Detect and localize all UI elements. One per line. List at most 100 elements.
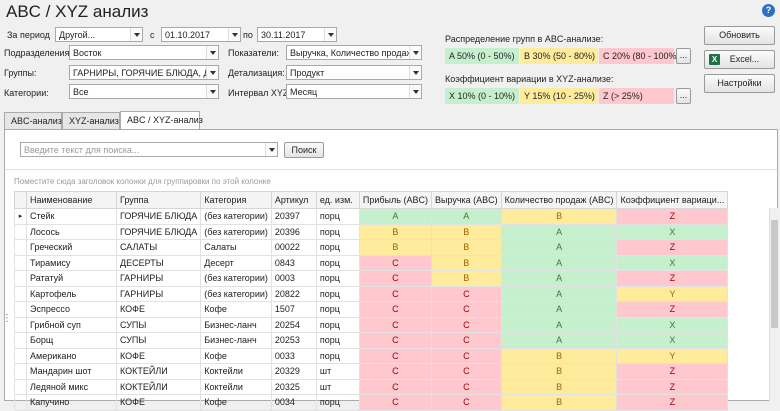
cell-name[interactable]: Рататуй xyxy=(26,270,117,287)
cell-profit-abc[interactable]: C xyxy=(358,378,432,395)
cell-category[interactable]: Коктейли xyxy=(200,363,272,380)
cell-group[interactable]: КОФЕ xyxy=(115,394,202,411)
cell-unit[interactable]: шт xyxy=(315,378,360,395)
cell-group[interactable]: САЛАТЫ xyxy=(115,239,202,256)
cell-name[interactable]: Греческий xyxy=(26,239,117,256)
cell-variation-xyz[interactable]: X xyxy=(616,332,729,349)
cell-sales-qty-abc[interactable]: A xyxy=(500,254,618,271)
cell-revenue-abc[interactable]: B xyxy=(430,270,502,287)
cell-group[interactable]: КОКТЕЙЛИ xyxy=(115,378,202,395)
cell-variation-xyz[interactable]: Z xyxy=(616,239,729,256)
cell-profit-abc[interactable]: C xyxy=(358,254,432,271)
cell-revenue-abc[interactable]: C xyxy=(430,347,502,364)
cell-revenue-abc[interactable]: C xyxy=(430,332,502,349)
cell-variation-xyz[interactable]: X xyxy=(616,254,729,271)
categories-select[interactable]: Все xyxy=(69,84,219,99)
cell-sales-qty-abc[interactable]: B xyxy=(500,347,618,364)
cell-variation-xyz[interactable]: X xyxy=(616,316,729,333)
cell-profit-abc[interactable]: C xyxy=(358,270,432,287)
row-selector[interactable] xyxy=(14,347,27,364)
xyz-group-x-chip[interactable]: X 10% (0 - 10%) xyxy=(445,88,519,104)
row-selector[interactable] xyxy=(14,223,27,240)
cell-article[interactable]: 0843 xyxy=(270,254,317,271)
table-row[interactable]: Американо КОФЕ Кофе 0033 порц C C B Y xyxy=(14,347,729,364)
cell-name[interactable]: Стейк xyxy=(26,208,117,225)
table-row[interactable]: Греческий САЛАТЫ Салаты 00022 порц B B A Z xyxy=(14,239,729,256)
cell-category[interactable]: Кофе xyxy=(200,347,272,364)
col-name[interactable]: Наименование xyxy=(26,191,117,209)
cell-article[interactable]: 0003 xyxy=(270,270,317,287)
table-row[interactable]: ▸ Стейк ГОРЯЧИЕ БЛЮДА (без категории) 20397 п… xyxy=(14,208,729,225)
tab-abc-xyz[interactable]: ABC / XYZ-анализ xyxy=(120,111,203,129)
period-select[interactable]: Другой... xyxy=(55,27,143,42)
cell-group[interactable]: ГАРНИРЫ xyxy=(115,285,202,302)
cell-name[interactable]: Ледяной микс xyxy=(26,378,117,395)
row-selector[interactable] xyxy=(14,301,27,318)
cell-variation-xyz[interactable]: Z xyxy=(616,208,729,225)
cell-sales-qty-abc[interactable]: B xyxy=(500,378,618,395)
cell-name[interactable]: Картофель xyxy=(26,285,117,302)
cell-variation-xyz[interactable]: Y xyxy=(616,347,729,364)
cell-name[interactable]: Лосось xyxy=(26,223,117,240)
cell-group[interactable]: СУПЫ xyxy=(115,316,202,333)
cell-category[interactable]: Коктейли xyxy=(200,378,272,395)
cell-category[interactable]: Кофе xyxy=(200,394,272,411)
table-row[interactable]: Ледяной микс КОКТЕЙЛИ Коктейли 20325 шт C C B Z xyxy=(14,378,729,395)
cell-revenue-abc[interactable]: C xyxy=(430,316,502,333)
cell-profit-abc[interactable]: C xyxy=(358,347,432,364)
date-to-picker[interactable]: 30.11.2017 xyxy=(257,27,337,42)
cell-revenue-abc[interactable]: C xyxy=(430,394,502,411)
cell-unit[interactable]: порц xyxy=(315,394,360,411)
cell-article[interactable]: 0034 xyxy=(270,394,317,411)
xyz-interval-select[interactable]: Месяц xyxy=(286,84,422,99)
cell-variation-xyz[interactable]: Z xyxy=(616,394,729,411)
cell-unit[interactable]: порц xyxy=(315,332,360,349)
cell-revenue-abc[interactable]: C xyxy=(430,378,502,395)
cell-profit-abc[interactable]: C xyxy=(358,301,432,318)
col-variation-xyz[interactable]: Коэффициент вариаци... xyxy=(616,191,729,209)
cell-profit-abc[interactable]: C xyxy=(358,363,432,380)
groups-select[interactable]: ГАРНИРЫ, ГОРЯЧИЕ БЛЮДА, ДЕ... xyxy=(69,65,219,80)
detail-select[interactable]: Продукт xyxy=(286,65,422,80)
cell-sales-qty-abc[interactable]: A xyxy=(500,239,618,256)
cell-profit-abc[interactable]: C xyxy=(358,332,432,349)
row-selector[interactable] xyxy=(14,332,27,349)
table-row[interactable]: Рататуй ГАРНИРЫ (без категории) 0003 порц C B A… xyxy=(14,270,729,287)
cell-revenue-abc[interactable]: C xyxy=(430,285,502,302)
table-row[interactable]: Эспрессо КОФЕ Кофе 1507 порц C C A Z xyxy=(14,301,729,318)
cell-group[interactable]: КОКТЕЙЛИ xyxy=(115,363,202,380)
cell-profit-abc[interactable]: C xyxy=(358,316,432,333)
cell-category[interactable]: Салаты xyxy=(200,239,272,256)
cell-profit-abc[interactable]: B xyxy=(358,223,432,240)
search-input[interactable]: Введите текст для поиска... xyxy=(20,142,278,157)
indicators-select[interactable]: Выручка, Количество продаж, П... xyxy=(286,45,422,60)
division-select[interactable]: Восток xyxy=(69,45,219,60)
cell-unit[interactable]: порц xyxy=(315,347,360,364)
cell-sales-qty-abc[interactable]: B xyxy=(500,363,618,380)
table-row[interactable]: Тирамису ДЕСЕРТЫ Десерт 0843 порц C B A X xyxy=(14,254,729,271)
cell-name[interactable]: Грибной суп xyxy=(26,316,117,333)
cell-name[interactable]: Мандарин шот xyxy=(26,363,117,380)
cell-sales-qty-abc[interactable]: A xyxy=(500,332,618,349)
cell-sales-qty-abc[interactable]: A xyxy=(500,316,618,333)
cell-article[interactable]: 20396 xyxy=(270,223,317,240)
cell-article[interactable]: 20253 xyxy=(270,332,317,349)
cell-group[interactable]: КОФЕ xyxy=(115,301,202,318)
row-selector[interactable] xyxy=(14,239,27,256)
cell-sales-qty-abc[interactable]: B xyxy=(500,208,618,225)
row-selector[interactable] xyxy=(14,363,27,380)
cell-variation-xyz[interactable]: Z xyxy=(616,270,729,287)
cell-variation-xyz[interactable]: X xyxy=(616,223,729,240)
cell-sales-qty-abc[interactable]: A xyxy=(500,270,618,287)
row-selector[interactable] xyxy=(14,285,27,302)
cell-name[interactable]: Борщ xyxy=(26,332,117,349)
cell-group[interactable]: ГОРЯЧИЕ БЛЮДА xyxy=(115,223,202,240)
refresh-button[interactable]: Обновить xyxy=(704,26,775,45)
vertical-scrollbar[interactable] xyxy=(769,208,778,401)
row-selector[interactable] xyxy=(14,316,27,333)
cell-unit[interactable]: порц xyxy=(315,254,360,271)
cell-sales-qty-abc[interactable]: A xyxy=(500,223,618,240)
scrollbar-thumb[interactable] xyxy=(771,220,778,328)
drag-handle-icon[interactable]: ⋮ xyxy=(2,313,12,324)
col-sales-qty-abc[interactable]: Количество продаж (ABC) xyxy=(500,191,618,209)
